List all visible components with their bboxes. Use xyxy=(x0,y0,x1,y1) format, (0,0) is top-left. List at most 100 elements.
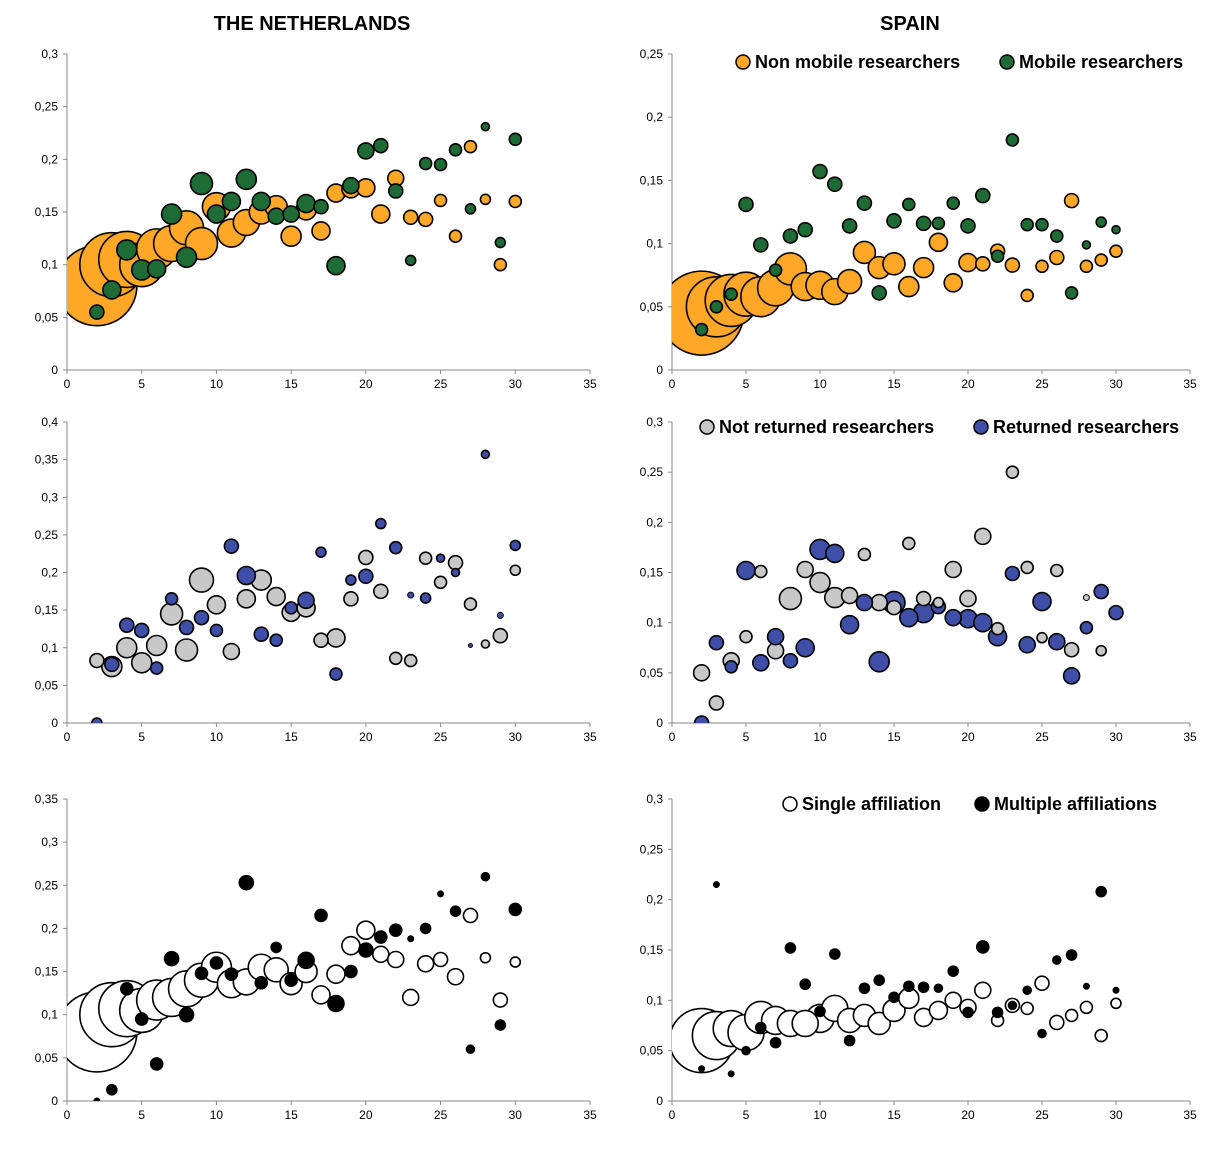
bubble-series-1 xyxy=(450,567,461,578)
y-tick-label: 0,2 xyxy=(41,921,58,935)
bubble-series-0 xyxy=(447,554,464,571)
bubble-series-0 xyxy=(386,950,405,969)
bubble-series-0 xyxy=(89,652,105,669)
bubble-series-0 xyxy=(973,981,992,1000)
x-tick-label: 10 xyxy=(210,377,224,391)
y-tick-label: 0 xyxy=(656,363,663,377)
bubble-series-1 xyxy=(358,942,374,958)
bubble-series-1 xyxy=(712,881,720,889)
bubble-series-1 xyxy=(115,239,138,261)
bubble-series-1 xyxy=(267,207,286,226)
bubble-series-0 xyxy=(479,193,492,206)
bubble-series-1 xyxy=(149,661,164,675)
bubble-series-1 xyxy=(164,592,179,606)
bubble-series-1 xyxy=(931,216,946,231)
bubble-series-0 xyxy=(1079,259,1094,274)
bubble-series-0 xyxy=(990,621,1005,636)
legend-label-returned: Returned researchers xyxy=(993,417,1179,437)
bubble-series-0 xyxy=(739,629,753,644)
bubble-series-0 xyxy=(852,240,877,265)
bubble-series-1 xyxy=(752,237,769,253)
bubble-series-1 xyxy=(315,546,327,558)
bubble-series-1 xyxy=(1037,1028,1047,1039)
bubble-series-0 xyxy=(492,992,509,1008)
bubble-series-1 xyxy=(404,254,417,267)
bubble-series-1 xyxy=(160,203,183,225)
y-tick-label: 0,4 xyxy=(41,415,58,429)
y-tick-label: 0,25 xyxy=(640,842,664,856)
bubble-series-0 xyxy=(1049,249,1065,266)
bubble-series-1 xyxy=(508,902,523,917)
x-tick-label: 10 xyxy=(813,377,827,391)
bubble-series-1 xyxy=(134,1012,149,1026)
bubble-series-1 xyxy=(327,994,345,1013)
bubble-series-1 xyxy=(839,614,860,635)
bubble-series-0 xyxy=(932,596,945,609)
bubble-series-1 xyxy=(886,213,902,229)
bubble-series-1 xyxy=(960,218,976,234)
bubble-series-1 xyxy=(193,609,210,626)
bubble-series-0 xyxy=(778,586,803,611)
bubble-series-0 xyxy=(206,595,227,615)
x-tick-label: 15 xyxy=(284,730,298,744)
bubble-series-1 xyxy=(407,591,415,599)
bubble-series-1 xyxy=(724,660,739,674)
bubble-series-1 xyxy=(1005,133,1020,147)
bubble-series-1 xyxy=(1065,949,1078,961)
bubble-series-1 xyxy=(826,176,843,192)
y-tick-label: 0,2 xyxy=(646,515,663,529)
bubble-series-1 xyxy=(387,183,404,199)
y-tick-label: 0,3 xyxy=(41,47,58,61)
y-tick-label: 0,15 xyxy=(640,566,664,580)
bubble-series-0 xyxy=(416,955,435,973)
bubble-series-1 xyxy=(357,142,375,160)
bubble-series-1 xyxy=(297,591,315,610)
y-tick-label: 0,05 xyxy=(35,678,59,692)
legend-label-mobile: Mobile researchers xyxy=(1019,52,1183,72)
x-tick-label: 30 xyxy=(509,1108,523,1122)
bubble-series-0 xyxy=(1036,631,1048,644)
y-tick-label: 0 xyxy=(51,1094,58,1108)
y-tick-label: 0,25 xyxy=(35,878,59,892)
bubble-series-1 xyxy=(269,633,284,648)
x-tick-label: 35 xyxy=(583,1108,597,1122)
bubble-series-0 xyxy=(840,586,859,605)
x-tick-label: 5 xyxy=(743,377,750,391)
chart-panels: 00,050,10,150,20,250,30 5 10 15 20 25 30 3500,0… xyxy=(35,47,1197,1122)
bubble-series-1 xyxy=(284,601,298,615)
x-tick-label: 35 xyxy=(583,377,597,391)
legend-label-non-mobile: Non mobile researchers xyxy=(755,52,960,72)
bubble-series-0 xyxy=(1020,288,1034,303)
bubble-series-0 xyxy=(836,268,863,295)
y-tick-label: 0,3 xyxy=(41,835,58,849)
bubble-series-0 xyxy=(1094,253,1108,267)
bubble-series-1 xyxy=(93,1097,101,1101)
legend-label-not-returned: Not returned researchers xyxy=(719,417,934,437)
bubble-series-1 xyxy=(419,592,432,604)
y-tick-label: 0,05 xyxy=(35,1051,59,1065)
bubble-series-1 xyxy=(856,195,873,211)
x-tick-label: 5 xyxy=(743,1108,750,1122)
x-tick-label: 35 xyxy=(1183,1108,1197,1122)
bubble-series-1 xyxy=(119,982,134,996)
y-tick-label: 0,15 xyxy=(640,943,664,957)
bubble-series-1 xyxy=(1112,986,1120,994)
bubble-series-1 xyxy=(345,574,357,586)
bubble-series-1 xyxy=(104,656,120,673)
bubble-series-0 xyxy=(311,221,331,241)
bubble-series-1 xyxy=(946,196,961,210)
x-tick-label: 30 xyxy=(509,730,523,744)
bubble-series-1 xyxy=(812,163,828,180)
bubble-series-0 xyxy=(463,597,478,611)
y-tick-label: 0,25 xyxy=(640,465,664,479)
bubble-series-1 xyxy=(901,197,916,212)
x-tick-label: 0 xyxy=(64,377,71,391)
bubble-series-0 xyxy=(417,211,434,228)
bubble-series-0 xyxy=(886,599,902,616)
bubble-series-1 xyxy=(1111,224,1121,235)
bubble-series-0 xyxy=(370,204,391,224)
bubble-series-1 xyxy=(118,617,135,633)
bubble-series-1 xyxy=(508,132,523,147)
chart-es-return: 0 0,05 0,1 0,15 0,2 0,25 0,3 0 5 10 15 20 25 30 35 xyxy=(640,415,1197,744)
bubble-series-1 xyxy=(133,622,150,639)
